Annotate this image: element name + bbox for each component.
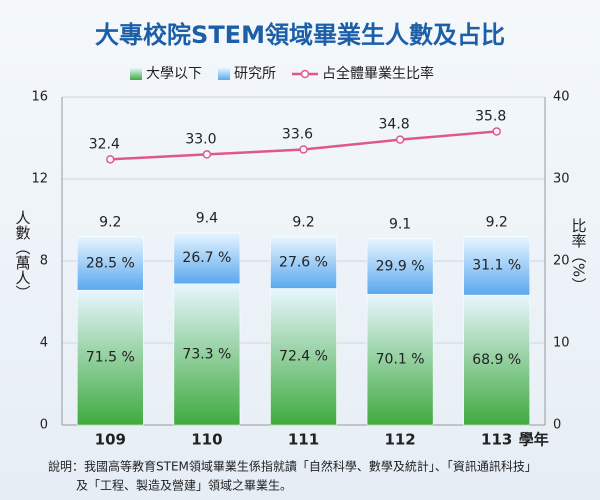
bar-segment: [463, 236, 530, 296]
y-tick-label: 8: [40, 254, 48, 269]
data-label: 27.6 %: [279, 254, 328, 270]
data-label: 72.4 %: [279, 349, 328, 365]
data-label: 73.3 %: [182, 346, 231, 362]
legend-label: 占全體畢業生比率: [322, 65, 434, 82]
legend-swatch: [218, 68, 230, 80]
x-tick-label: 111: [288, 431, 319, 449]
data-label: 71.5 %: [86, 350, 135, 366]
y2-tick-label: 20: [553, 254, 570, 269]
bar-segment: [270, 288, 337, 426]
data-label: 33.6: [282, 126, 313, 142]
data-label: 35.8: [475, 108, 506, 124]
data-label: 33.0: [185, 131, 216, 147]
bar-segment: [77, 289, 144, 426]
line-marker: [395, 135, 405, 144]
y-tick-label: 0: [40, 418, 48, 433]
line-marker: [299, 145, 308, 154]
y-axis-label: 人數（萬人）: [14, 210, 32, 300]
line-marker: [202, 150, 212, 159]
bar-segment: [77, 236, 144, 291]
y2-tick-label: 10: [553, 336, 570, 351]
bar-segment: [270, 236, 337, 289]
data-label: 26.7 %: [182, 250, 231, 266]
y2-tick-label: 0: [553, 418, 561, 433]
y-tick-label: 12: [31, 172, 48, 187]
total-label: 9.2: [486, 214, 508, 230]
legend-swatch: [130, 68, 142, 80]
data-label: 29.9 %: [376, 258, 425, 274]
line-marker: [106, 155, 115, 164]
total-label: 9.1: [389, 216, 411, 232]
bar-segment: [366, 238, 434, 295]
data-label: 31.1 %: [472, 258, 521, 274]
legend-label: 研究所: [234, 66, 276, 82]
total-label: 9.4: [196, 210, 218, 226]
bar-segment: [173, 283, 241, 426]
total-label: 9.2: [292, 214, 314, 230]
data-label: 34.8: [379, 117, 410, 133]
note: 及「工程、製造及營建」領域之畢業生。: [76, 478, 292, 493]
x-axis-label: 學年: [519, 431, 549, 449]
y2-tick-label: 30: [553, 172, 570, 187]
chart-title: 大專校院STEM領域畢業生人數及占比: [95, 21, 505, 49]
bar-segment: [366, 293, 434, 426]
bar-segment: [463, 294, 530, 426]
data-label: 70.1 %: [376, 352, 425, 368]
legend-label: 大學以下: [146, 66, 202, 82]
y2-tick-label: 40: [553, 90, 570, 105]
x-tick-label: 113: [481, 431, 512, 449]
data-label: 32.4: [89, 136, 120, 152]
legend-swatch: [300, 69, 310, 79]
bar-segment: [173, 232, 241, 285]
total-label: 9.2: [99, 214, 121, 230]
y-tick-label: 4: [40, 336, 48, 351]
x-tick-label: 110: [191, 431, 222, 449]
x-tick-label: 112: [384, 431, 415, 449]
data-label: 28.5 %: [86, 255, 135, 271]
y-tick-label: 16: [31, 90, 48, 105]
y2-axis-label: 比率（%）: [570, 218, 588, 292]
x-tick-label: 109: [95, 431, 126, 449]
line-marker: [492, 127, 501, 136]
note: 說明：我國高等教育STEM領域畢業生係指就讀「自然科學、數學及統計」、「資訊通訊…: [48, 459, 537, 474]
data-label: 68.9 %: [472, 352, 521, 368]
